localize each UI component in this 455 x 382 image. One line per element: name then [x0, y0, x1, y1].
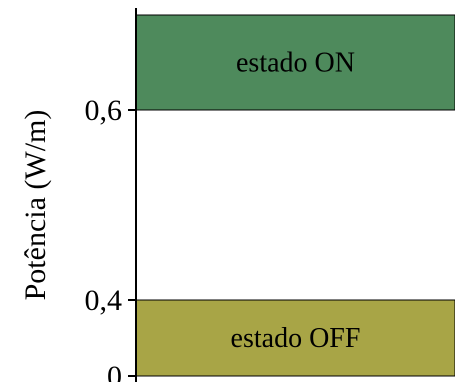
band-label: estado ON: [236, 48, 355, 79]
y-ticks-layer: 0 0,4 0,6: [85, 94, 136, 382]
y-tick-label: 0: [107, 360, 122, 382]
band-off: [135, 299, 455, 377]
bands-layer: estado OFF estado ON: [135, 14, 455, 377]
y-tick-label: 0,6: [85, 94, 123, 127]
band-on: [135, 14, 455, 111]
y-axis-label: Potência (W/m): [19, 110, 52, 301]
y-tick-label: 0,4: [85, 284, 123, 317]
band-label: estado OFF: [231, 323, 361, 354]
